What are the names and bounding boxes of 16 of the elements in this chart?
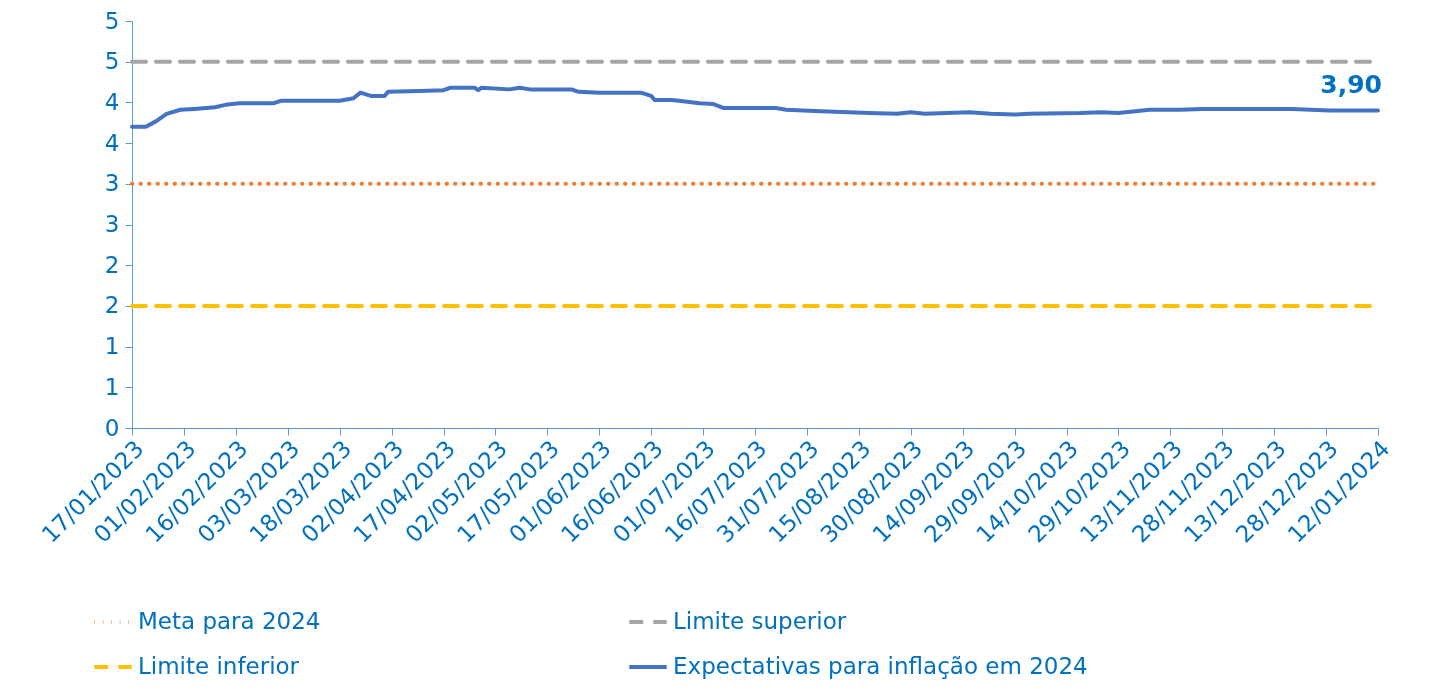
legend-label: Expectativas para inflação em 2024 — [673, 653, 1088, 679]
y-tick-label: 2 — [104, 251, 120, 278]
y-tick-label: 5 — [104, 48, 120, 75]
y-tick-label: 3 — [104, 170, 120, 197]
data-label: 3,90 — [1320, 69, 1382, 99]
y-tick-label: 1 — [104, 333, 120, 360]
y-tick-label: 0 — [104, 414, 120, 441]
y-tick-label: 4 — [104, 88, 120, 115]
legend-label: Meta para 2024 — [138, 608, 321, 634]
legend-label: Limite superior — [673, 608, 847, 634]
y-tick-label: 1 — [104, 373, 120, 400]
y-tick-label: 4 — [104, 129, 120, 156]
y-tick-label: 2 — [104, 292, 120, 319]
legend-label: Limite inferior — [138, 653, 300, 679]
y-tick-label: 5 — [104, 7, 120, 34]
y-tick-label: 3 — [104, 211, 120, 237]
